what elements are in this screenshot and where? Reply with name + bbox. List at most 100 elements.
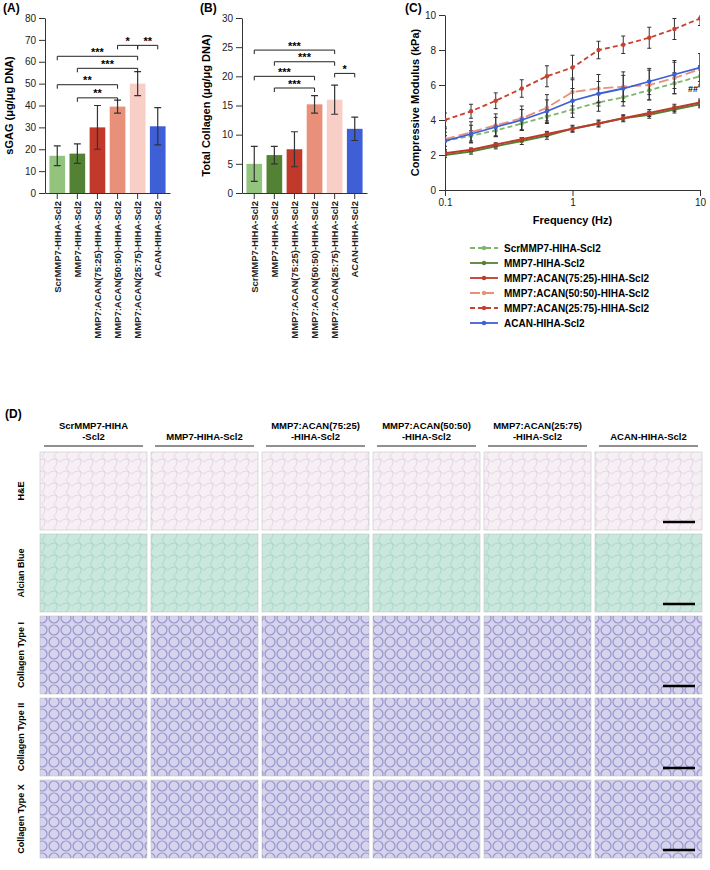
significance-label: *** (91, 46, 105, 58)
y-tick-label: 20 (222, 71, 234, 82)
y-tick-mark (236, 106, 242, 107)
micrograph (484, 780, 591, 858)
micrograph (484, 452, 591, 530)
row-label: Collagen Type X (16, 784, 26, 853)
y-tick-mark (39, 149, 45, 150)
x-tick: MMP7:ACAN(50:50)-HIHA-Scl2 (309, 193, 320, 339)
y-tick-mark (236, 76, 242, 77)
legend-marker (482, 321, 486, 325)
legend-entry: ACAN-HIHA-Scl2 (470, 318, 585, 329)
micrograph (484, 534, 591, 612)
column-header: MMP7:ACAN(25:75) (493, 420, 582, 431)
image-grid: (D)ScrMMP7-HIHA-Scl2MMP7-HIHA-Scl2MMP7:A… (5, 407, 702, 858)
marker (494, 142, 498, 146)
y-tick: 15 (222, 100, 242, 111)
line-chart: 0.11100246810Frequency (Hz)Compressive M… (409, 10, 706, 329)
marker (520, 137, 524, 141)
marker (647, 36, 651, 40)
marker (621, 43, 625, 47)
y-axis-title: sGAG (μg/μg DNA) (3, 56, 15, 155)
significance-label: * (343, 63, 348, 75)
y-axis: 0246810 (425, 10, 446, 196)
error-bar (445, 152, 447, 156)
y-tick: 0 (30, 188, 45, 199)
marker (596, 121, 600, 125)
x-axis: 0.1110 (439, 190, 707, 208)
series-line (445, 19, 700, 121)
y-tick: 8 (430, 45, 445, 56)
marker (545, 74, 549, 78)
x-tick-label: 0.1 (439, 197, 453, 208)
y-tick: 0 (430, 185, 445, 196)
significance-label: *** (298, 51, 312, 63)
error-bar (520, 106, 524, 131)
significance-label: *** (101, 58, 115, 70)
marker (545, 132, 549, 136)
micrograph (595, 780, 702, 858)
y-tick-mark (39, 106, 45, 107)
plot-area (49, 72, 165, 193)
annotations: ************* (254, 40, 354, 92)
error-bar (621, 75, 625, 101)
error-bar (647, 110, 651, 117)
y-tick: 5 (227, 159, 242, 170)
scale-bar (663, 603, 695, 606)
x-tick: 1 (570, 190, 576, 208)
column-header: -HIHA-Scl2 (291, 431, 340, 442)
error-bar (445, 132, 447, 150)
error-bar (445, 129, 447, 150)
x-tick-mark (294, 193, 295, 199)
x-tick-label: MMP7:ACAN(25:75)-HIHA-Scl2 (132, 201, 143, 339)
x-tick-mark (117, 193, 118, 199)
header-rule (266, 445, 365, 446)
y-axis: 01020304050607080 (25, 13, 46, 199)
y-tick: 20 (25, 144, 45, 155)
micrograph (373, 616, 480, 694)
micrograph (373, 452, 480, 530)
x-tick-label: ACAN-HIHA-Scl2 (349, 201, 360, 278)
error-bar (698, 54, 700, 82)
y-tick-mark (236, 18, 242, 19)
micrograph (40, 616, 147, 694)
y-tick-mark (236, 47, 242, 48)
marker (570, 127, 574, 131)
x-tick: MMP7:ACAN(75:25)-HIHA-Scl2 (92, 193, 103, 339)
error-bar (114, 100, 121, 113)
error-bar (291, 132, 298, 167)
y-tick-label: 0 (30, 188, 36, 199)
y-tick: 6 (430, 80, 445, 91)
x-axis-line (243, 193, 368, 194)
micrograph (595, 616, 702, 694)
y-tick-label: 80 (25, 13, 37, 24)
significance-label: ** (83, 74, 92, 86)
micrograph (595, 534, 702, 612)
micrograph (40, 780, 147, 858)
legend-entry: MMP7:ACAN(25:75)-HIHA-Scl2 (470, 303, 649, 314)
significance-label: * (125, 35, 130, 47)
y-tick-mark (39, 18, 45, 19)
marker (570, 65, 574, 69)
marker (647, 79, 651, 83)
y-tick-label: 15 (222, 100, 234, 111)
micrograph (40, 452, 147, 530)
error-bar (597, 41, 601, 59)
y-tick-label: 10 (25, 166, 37, 177)
x-tick-label: MMP7-HIHA-Scl2 (72, 201, 83, 278)
marker (698, 100, 700, 104)
y-tick-label: 6 (430, 80, 436, 91)
error-bar (647, 68, 651, 94)
y-axis: 051015202530 (222, 13, 243, 199)
micrograph (262, 452, 369, 530)
column-header: -Scl2 (82, 431, 105, 442)
panel-label: (A) (3, 1, 20, 15)
row-label: Alcian Blue (16, 548, 26, 597)
error-bar (494, 93, 498, 109)
error-bar (621, 116, 625, 121)
header-rule (44, 445, 143, 446)
significance-label: *** (288, 40, 302, 52)
y-tick-mark (39, 84, 45, 85)
error-bar (251, 146, 258, 181)
y-tick-mark (236, 135, 242, 136)
legend-entry: MMP7:ACAN(50:50)-HIHA-Scl2 (470, 288, 649, 299)
error-bar (520, 80, 524, 98)
